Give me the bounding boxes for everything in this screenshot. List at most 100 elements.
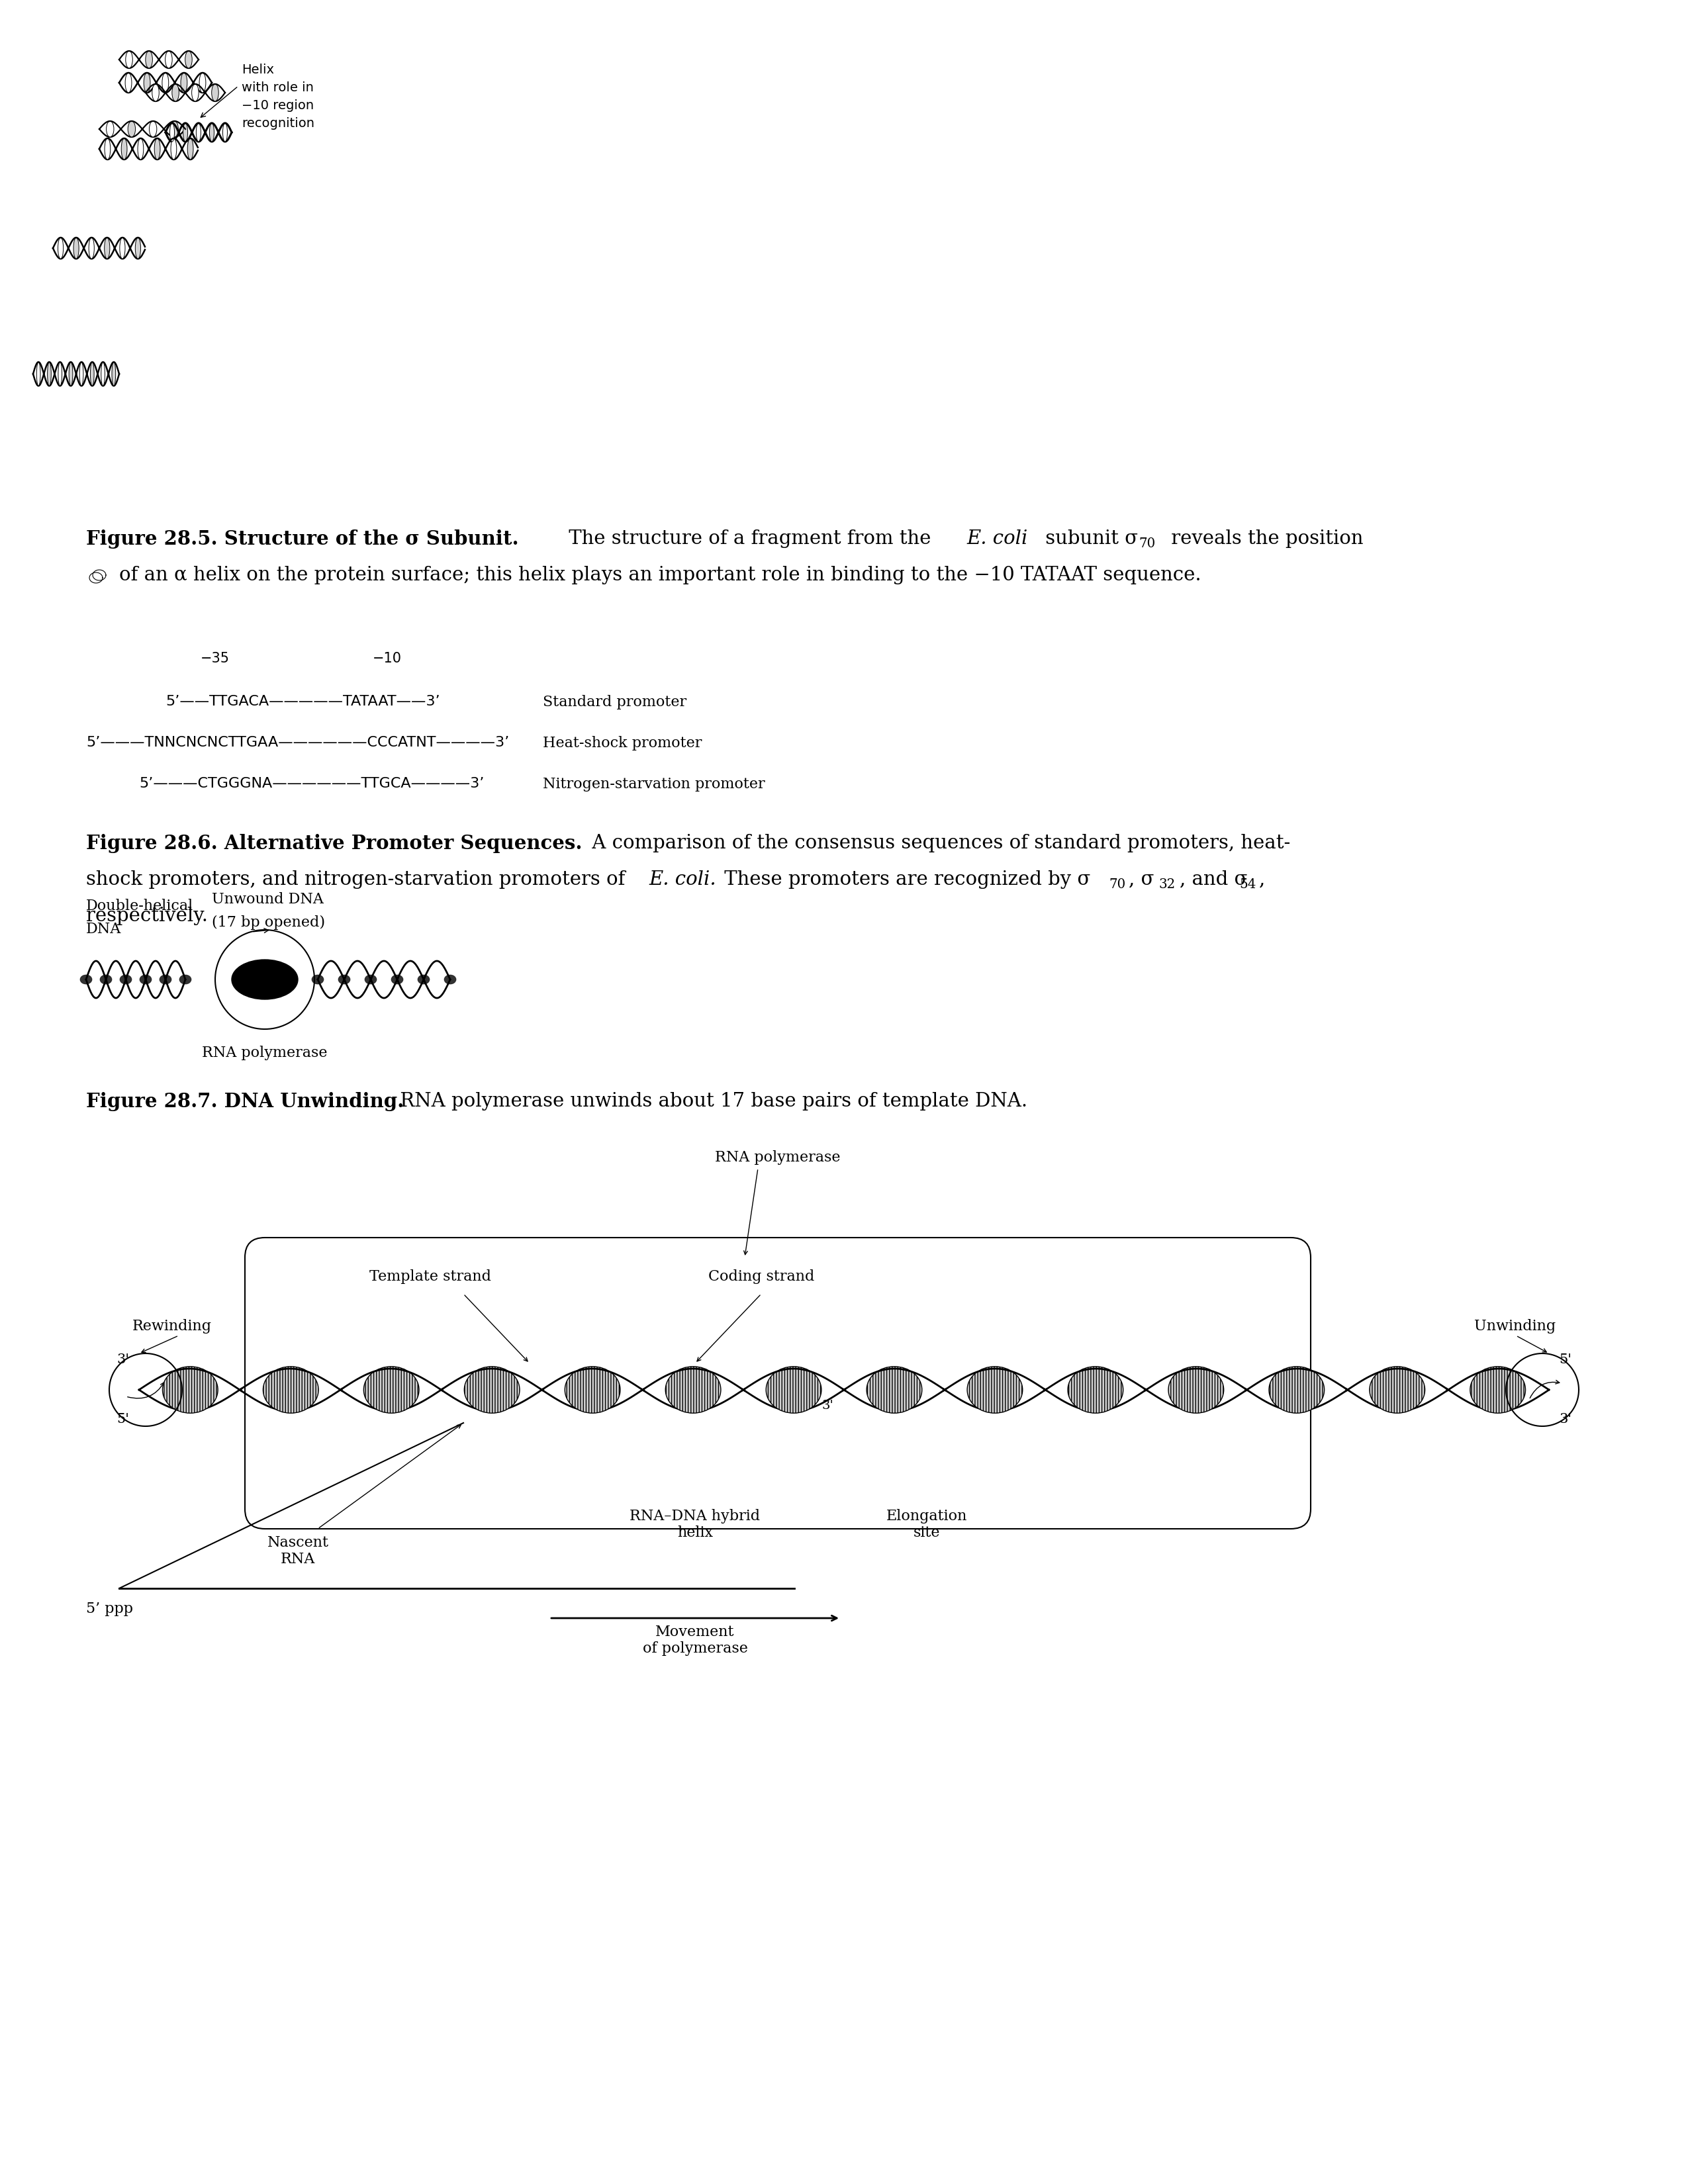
Ellipse shape (1070, 1369, 1121, 1411)
Ellipse shape (567, 1369, 618, 1411)
Ellipse shape (149, 120, 157, 138)
Text: RNA polymerase: RNA polymerase (716, 1151, 841, 1164)
Ellipse shape (1069, 1367, 1123, 1413)
Text: E. coli: E. coli (967, 529, 1028, 548)
Text: 5’———CTGGGNA——————TTGCA————3’: 5’———CTGGGNA——————TTGCA————3’ (138, 778, 484, 791)
Ellipse shape (766, 1367, 822, 1413)
Text: , and σ: , and σ (1180, 869, 1247, 889)
Text: These promoters are recognized by σ: These promoters are recognized by σ (717, 869, 1090, 889)
Ellipse shape (186, 50, 192, 68)
Ellipse shape (338, 974, 349, 985)
Text: RNA polymerase: RNA polymerase (203, 1046, 327, 1059)
Ellipse shape (464, 1367, 520, 1413)
Ellipse shape (199, 72, 206, 92)
Ellipse shape (100, 974, 111, 985)
Ellipse shape (79, 974, 93, 985)
Text: with role in: with role in (241, 81, 314, 94)
Ellipse shape (665, 1367, 721, 1413)
Ellipse shape (154, 138, 160, 159)
Ellipse shape (181, 72, 187, 92)
Ellipse shape (392, 974, 403, 985)
Ellipse shape (211, 83, 218, 100)
Text: DNA: DNA (86, 922, 122, 937)
Ellipse shape (969, 1369, 1020, 1411)
Ellipse shape (74, 238, 79, 258)
Text: reveals the position: reveals the position (1165, 529, 1364, 548)
Text: 5’———TNNCNCNCTTGAA——————CCCATNT————3’: 5’———TNNCNCNCTTGAA——————CCCATNT————3’ (86, 736, 510, 749)
Ellipse shape (192, 83, 199, 100)
Text: shock promoters, and nitrogen-starvation promoters of: shock promoters, and nitrogen-starvation… (86, 869, 631, 889)
Ellipse shape (187, 138, 192, 159)
Ellipse shape (105, 238, 110, 258)
Text: −10: −10 (373, 651, 402, 666)
Ellipse shape (265, 1369, 316, 1411)
Text: 5': 5' (116, 1413, 128, 1426)
Ellipse shape (668, 1369, 719, 1411)
Text: of an α helix on the protein surface; this helix plays an important role in bind: of an α helix on the protein surface; th… (120, 566, 1202, 585)
Text: Standard promoter: Standard promoter (544, 695, 687, 710)
Ellipse shape (231, 959, 297, 1000)
Ellipse shape (106, 120, 113, 138)
Ellipse shape (165, 1369, 216, 1411)
Ellipse shape (312, 974, 324, 985)
Ellipse shape (101, 363, 105, 387)
Ellipse shape (89, 238, 95, 258)
Text: RNA–DNA hybrid
helix: RNA–DNA hybrid helix (630, 1509, 760, 1540)
Text: 5': 5' (1560, 1354, 1572, 1367)
Ellipse shape (37, 363, 41, 387)
Text: 3': 3' (1560, 1413, 1572, 1426)
Ellipse shape (57, 363, 62, 387)
Ellipse shape (967, 1367, 1023, 1413)
Ellipse shape (179, 974, 191, 985)
Ellipse shape (1271, 1369, 1322, 1411)
Ellipse shape (869, 1369, 920, 1411)
Ellipse shape (69, 363, 73, 387)
Ellipse shape (468, 1369, 517, 1411)
Ellipse shape (363, 1367, 419, 1413)
Ellipse shape (444, 974, 456, 985)
Ellipse shape (366, 1369, 417, 1411)
Ellipse shape (152, 83, 159, 100)
Ellipse shape (128, 120, 135, 138)
Text: subunit σ: subunit σ (1040, 529, 1138, 548)
Ellipse shape (866, 1367, 922, 1413)
Text: 5’——TTGACA—————TATAAT——3’: 5’——TTGACA—————TATAAT——3’ (165, 695, 441, 708)
Text: 54: 54 (1239, 878, 1256, 891)
Ellipse shape (182, 122, 187, 142)
Ellipse shape (1171, 1369, 1220, 1411)
Ellipse shape (138, 138, 143, 159)
Text: Movement
of polymerase: Movement of polymerase (643, 1625, 748, 1655)
Text: Unwinding: Unwinding (1474, 1319, 1556, 1334)
Text: respectively.: respectively. (86, 906, 208, 926)
Text: Figure 28.5. Structure of the σ Subunit.: Figure 28.5. Structure of the σ Subunit. (86, 529, 518, 548)
Text: (17 bp opened): (17 bp opened) (211, 915, 326, 930)
Text: Double-helical: Double-helical (86, 900, 194, 913)
Text: Coding strand: Coding strand (709, 1269, 814, 1284)
Ellipse shape (172, 83, 179, 100)
FancyBboxPatch shape (245, 1238, 1310, 1529)
Text: 3': 3' (822, 1400, 834, 1411)
Ellipse shape (79, 363, 83, 387)
Text: 32: 32 (1158, 878, 1175, 891)
Ellipse shape (170, 138, 177, 159)
Ellipse shape (1472, 1369, 1523, 1411)
Ellipse shape (1369, 1367, 1425, 1413)
Ellipse shape (1372, 1369, 1423, 1411)
Text: Template strand: Template strand (370, 1269, 491, 1284)
Ellipse shape (365, 974, 376, 985)
Ellipse shape (57, 238, 64, 258)
Text: The structure of a fragment from the: The structure of a fragment from the (562, 529, 937, 548)
Ellipse shape (125, 50, 133, 68)
Text: Nitrogen-starvation promoter: Nitrogen-starvation promoter (544, 778, 765, 791)
Text: 70: 70 (1139, 537, 1155, 550)
Ellipse shape (223, 122, 228, 142)
Ellipse shape (165, 50, 172, 68)
Ellipse shape (1168, 1367, 1224, 1413)
Ellipse shape (196, 122, 201, 142)
Ellipse shape (145, 50, 152, 68)
Ellipse shape (417, 974, 430, 985)
Text: Figure 28.7. DNA Unwinding.: Figure 28.7. DNA Unwinding. (86, 1092, 403, 1112)
Text: Heat-shock promoter: Heat-shock promoter (544, 736, 702, 751)
Text: Rewinding: Rewinding (132, 1319, 211, 1334)
Text: , σ: , σ (1129, 869, 1155, 889)
